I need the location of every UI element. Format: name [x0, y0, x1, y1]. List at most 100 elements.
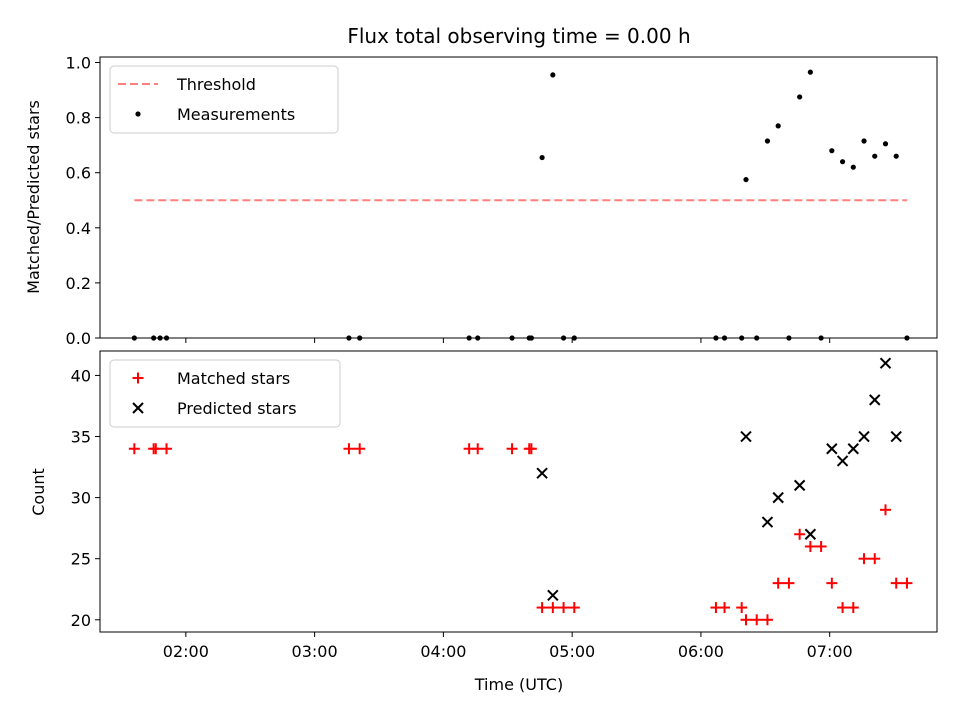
legend-frame: [109, 359, 341, 428]
x-tick-label: 04:00: [420, 642, 466, 661]
measurement-point: [713, 335, 719, 341]
matched-star-point: [837, 602, 849, 614]
y-axis-label: Matched/Predicted stars: [24, 100, 43, 294]
measurement-point: [743, 176, 749, 183]
measurement-point: [807, 69, 813, 75]
axes-frame: [99, 350, 938, 633]
matched-star-point: [472, 443, 484, 455]
legend-label: Threshold: [176, 75, 256, 94]
matched-star-point: [150, 443, 162, 455]
matched-star-point: [890, 577, 902, 589]
matched-star-point: [879, 504, 891, 516]
predicted-star-point: [890, 430, 902, 443]
chart-title: Flux total observing time = 0.00 h: [347, 24, 690, 48]
legend: Threshold Measurements: [109, 65, 339, 134]
measurement-point: [539, 154, 545, 161]
matched-star-point: [751, 614, 763, 626]
legend: Matched stars Predicted stars: [109, 359, 341, 428]
legend-frame: [109, 65, 339, 134]
measurement-point: [764, 138, 771, 144]
measurement-point: [739, 335, 745, 341]
matched-star-point: [354, 443, 366, 455]
predicted-star-point: [869, 394, 881, 406]
y-tick-label: 0.6: [66, 164, 91, 183]
axes-frame: [99, 56, 938, 339]
y-tick-label: 35: [71, 428, 91, 447]
matched-star-point: [804, 540, 816, 552]
matched-star-point: [847, 602, 859, 614]
measurement-point: [839, 159, 846, 165]
x-tick-label: 06:00: [678, 642, 724, 661]
measurement-point: [861, 138, 867, 144]
predicted-star-point: [547, 589, 559, 602]
matched-star-point: [506, 443, 518, 455]
matched-star-point: [761, 614, 773, 626]
legend-label: Measurements: [177, 105, 295, 124]
measurement-point: [882, 141, 889, 147]
predicted-star-point: [836, 455, 849, 467]
y-tick-label: 0.4: [66, 219, 91, 238]
matched-star-point: [740, 614, 752, 626]
x-tick-label: 07:00: [807, 642, 853, 661]
predicted-star-point: [847, 443, 860, 455]
predicted-star-point: [826, 443, 838, 455]
measurement-point: [818, 335, 824, 341]
matched-star-point: [558, 602, 570, 614]
measurement-point: [131, 335, 137, 341]
top-chart: Flux total observing time = 0.00 h Match…: [24, 24, 938, 348]
x-tick-label: 05:00: [549, 642, 595, 661]
measurement-point: [829, 148, 835, 154]
predicted-star-point: [793, 479, 806, 492]
top-plot-area: 0.0 0.2 0.4 0.6 0.8 1.0: [66, 54, 938, 348]
matched-star-point: [901, 577, 913, 589]
y-tick-label: 1.0: [66, 54, 91, 73]
x-axis-label: Time (UTC): [474, 675, 563, 694]
measurement-point: [904, 335, 910, 341]
measurement-point: [560, 335, 567, 341]
measurement-point: [721, 335, 728, 341]
y-tick-label: 20: [71, 611, 91, 630]
legend-label: Predicted stars: [177, 399, 297, 418]
matched-star-point: [794, 528, 806, 540]
measurement-point: [357, 335, 363, 341]
measurement-point: [571, 335, 577, 341]
predicted-star-point: [804, 528, 817, 540]
measurement-point: [528, 335, 534, 341]
predicted-star-point: [879, 357, 892, 369]
measurement-point: [346, 335, 352, 341]
x-tick-label: 02:00: [163, 642, 209, 661]
matched-star-point: [161, 443, 173, 455]
matched-star-point: [736, 602, 748, 614]
measurement-point: [466, 335, 472, 341]
legend-predicted-swatch: [132, 402, 144, 414]
measurement-point: [509, 335, 515, 341]
measurement-point: [151, 335, 157, 341]
legend-matched-swatch: [132, 372, 144, 384]
measurement-point: [775, 123, 781, 129]
predicted-star-point: [858, 430, 870, 443]
bottom-chart: Count Time (UTC) 20 25 30 35 40 02:00 03:00 04:…: [29, 350, 938, 694]
measurement-point: [872, 153, 878, 159]
matched-star-point: [536, 602, 548, 614]
matched-star-point: [128, 443, 140, 455]
matched-star-point: [783, 577, 795, 589]
matched-star-point: [826, 577, 838, 589]
data-layer: [131, 69, 910, 341]
y-tick-label: 25: [71, 550, 91, 569]
predicted-star-point: [740, 430, 752, 443]
measurement-point: [786, 335, 792, 341]
predicted-star-point: [761, 516, 774, 528]
measurement-point: [850, 164, 856, 170]
x-tick-label: 03:00: [292, 642, 338, 661]
measurement-point: [163, 335, 170, 341]
predicted-star-point: [772, 491, 784, 504]
y-tick-label: 0.0: [66, 329, 91, 348]
y-tick-label: 0.8: [66, 109, 91, 128]
matched-star-point: [343, 443, 355, 455]
predicted-star-point: [536, 467, 548, 479]
matched-star-point: [869, 553, 881, 565]
measurement-point: [797, 94, 803, 100]
measurement-point: [754, 335, 760, 341]
measurement-point: [550, 72, 556, 78]
measurement-point: [893, 153, 899, 159]
